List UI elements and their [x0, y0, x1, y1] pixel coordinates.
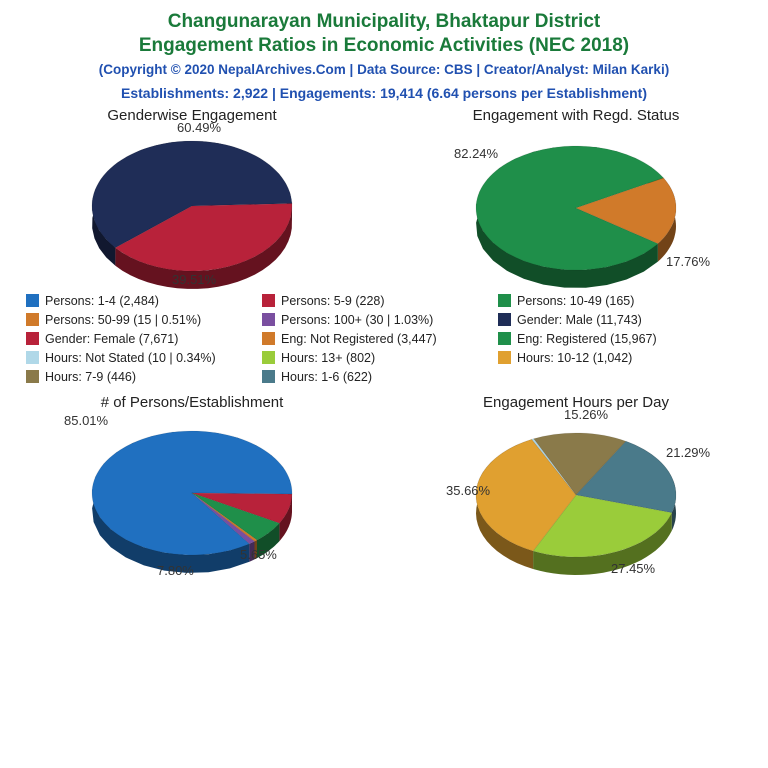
- legend-swatch: [26, 332, 39, 345]
- legend-swatch: [498, 294, 511, 307]
- title-line-1: Changunarayan Municipality, Bhaktapur Di…: [168, 11, 601, 32]
- pie-slice-label: 15.26%: [564, 407, 608, 422]
- pie-slice-label: 60.49%: [177, 120, 221, 135]
- legend-item: Hours: Not Stated (10 | 0.34%): [26, 351, 254, 365]
- legend-swatch: [498, 332, 511, 345]
- main-title: Changunarayan Municipality, Bhaktapur Di…: [0, 0, 768, 58]
- legend-text: Hours: 10-12 (1,042): [517, 351, 632, 365]
- pie-slice-label: 5.65%: [240, 547, 277, 562]
- legend-item: Eng: Registered (15,967): [498, 332, 726, 346]
- hours-chart-box: Engagement Hours per Day 15.26%21.29%27.…: [406, 394, 746, 573]
- pie-slice-label: 35.66%: [446, 483, 490, 498]
- legend-swatch: [262, 351, 275, 364]
- legend-text: Persons: 1-4 (2,484): [45, 294, 159, 308]
- persons-chart-box: # of Persons/Establishment 85.01%7.80%5.…: [22, 394, 362, 573]
- legend-text: Persons: 10-49 (165): [517, 294, 634, 308]
- legend-swatch: [26, 313, 39, 326]
- pie-slice-label: 21.29%: [666, 445, 710, 460]
- legend-item: Eng: Not Registered (3,447): [262, 332, 490, 346]
- summary-line: Establishments: 2,922 | Engagements: 19,…: [0, 85, 768, 101]
- legend-swatch: [498, 351, 511, 364]
- legend-text: Persons: 100+ (30 | 1.03%): [281, 313, 433, 327]
- pie-slice-label: 85.01%: [64, 413, 108, 428]
- legend-swatch: [498, 313, 511, 326]
- legend-text: Persons: 50-99 (15 | 0.51%): [45, 313, 201, 327]
- legend-item: Gender: Female (7,671): [26, 332, 254, 346]
- copyright-subtitle: (Copyright © 2020 NepalArchives.Com | Da…: [0, 62, 768, 77]
- legend-swatch: [262, 294, 275, 307]
- legend-item: Hours: 13+ (802): [262, 351, 490, 365]
- legend-text: Gender: Female (7,671): [45, 332, 178, 346]
- legend-swatch: [262, 332, 275, 345]
- pie-slice-label: 82.24%: [454, 146, 498, 161]
- legend-text: Eng: Not Registered (3,447): [281, 332, 437, 346]
- legend-text: Gender: Male (11,743): [517, 313, 642, 327]
- legend-item: Persons: 10-49 (165): [498, 294, 726, 308]
- legend-text: Persons: 5-9 (228): [281, 294, 385, 308]
- persons-pie: 85.01%7.80%5.65%: [82, 413, 302, 573]
- regd-chart-title: Engagement with Regd. Status: [406, 107, 746, 124]
- legend-item: Hours: 10-12 (1,042): [498, 351, 726, 365]
- pie-slice-label: 39.51%: [172, 272, 216, 287]
- pie-slice-label: 7.80%: [157, 563, 194, 578]
- legend-item: Gender: Male (11,743): [498, 313, 726, 327]
- legend-block: Persons: 1-4 (2,484) Persons: 5-9 (228) Pe…: [0, 286, 768, 388]
- legend-swatch: [262, 313, 275, 326]
- legend-swatch: [26, 351, 39, 364]
- gender-pie: 60.49%39.51%: [82, 126, 302, 286]
- legend-text: Hours: 1-6 (622): [281, 370, 372, 384]
- legend-swatch: [262, 370, 275, 383]
- legend-text: Hours: 13+ (802): [281, 351, 375, 365]
- hours-pie: 15.26%21.29%27.45%35.66%: [466, 413, 686, 573]
- legend-swatch: [26, 370, 39, 383]
- regd-pie: 82.24%17.76%: [466, 126, 686, 286]
- legend-text: Eng: Registered (15,967): [517, 332, 657, 346]
- gender-chart-box: Genderwise Engagement 60.49%39.51%: [22, 107, 362, 286]
- legend-item: Hours: 1-6 (622): [262, 370, 490, 384]
- legend-item: Persons: 50-99 (15 | 0.51%): [26, 313, 254, 327]
- legend-text: Hours: Not Stated (10 | 0.34%): [45, 351, 216, 365]
- bottom-charts-row: # of Persons/Establishment 85.01%7.80%5.…: [0, 394, 768, 573]
- regd-chart-box: Engagement with Regd. Status 82.24%17.76…: [406, 107, 746, 286]
- pie-slice-label: 27.45%: [611, 561, 655, 576]
- persons-chart-title: # of Persons/Establishment: [22, 394, 362, 411]
- top-charts-row: Genderwise Engagement 60.49%39.51% Engag…: [0, 107, 768, 286]
- legend-item: Persons: 100+ (30 | 1.03%): [262, 313, 490, 327]
- infographic-root: Changunarayan Municipality, Bhaktapur Di…: [0, 0, 768, 768]
- legend-swatch: [26, 294, 39, 307]
- legend-item: Hours: 7-9 (446): [26, 370, 254, 384]
- legend-text: Hours: 7-9 (446): [45, 370, 136, 384]
- legend-item: Persons: 1-4 (2,484): [26, 294, 254, 308]
- legend-item: Persons: 5-9 (228): [262, 294, 490, 308]
- pie-slice-label: 17.76%: [666, 254, 710, 269]
- title-line-2: Engagement Ratios in Economic Activities…: [139, 35, 629, 56]
